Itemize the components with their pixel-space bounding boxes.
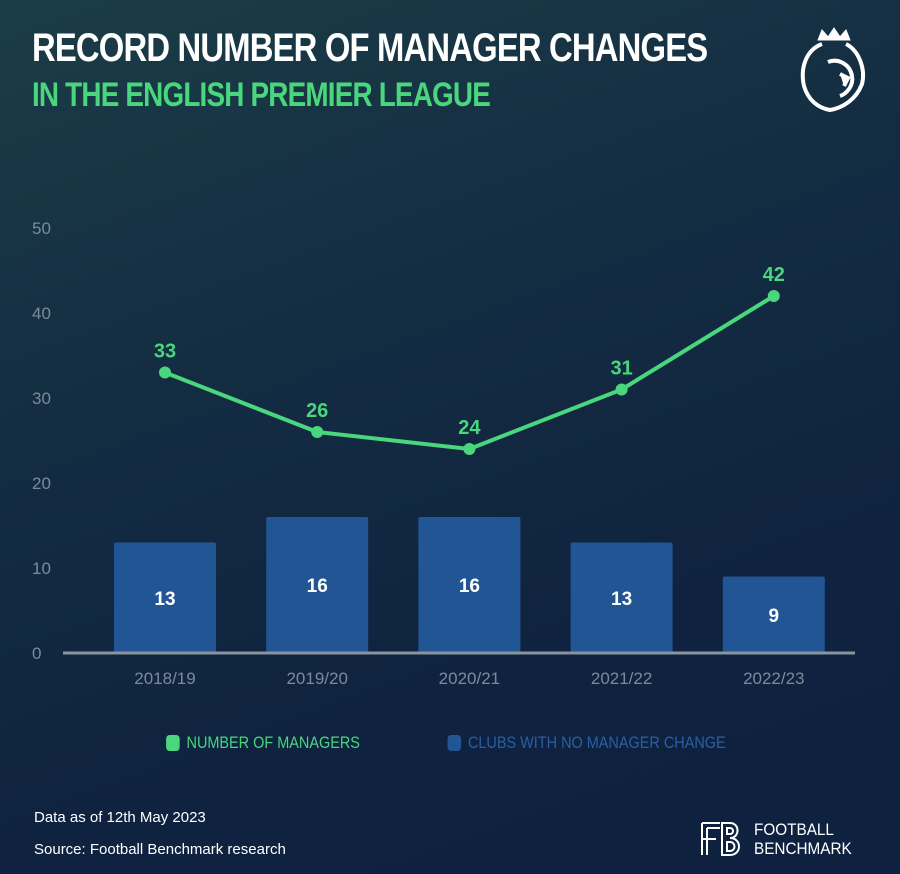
y-tick-label: 40 <box>32 304 51 323</box>
bar <box>114 542 216 653</box>
y-tick-label: 50 <box>32 219 51 238</box>
line-point <box>159 366 171 379</box>
legend-item-clubs: CLUBS WITH NO MANAGER CHANGE <box>447 733 727 753</box>
bar-value-label: 16 <box>307 576 328 597</box>
line-point <box>311 426 324 438</box>
x-tick-label: 2021/22 <box>591 669 652 688</box>
line-value-label: 42 <box>763 264 785 286</box>
line-value-label: 31 <box>610 358 632 380</box>
bar-value-label: 13 <box>154 589 175 610</box>
bar-value-label: 9 <box>769 606 780 627</box>
y-tick-label: 0 <box>32 644 41 663</box>
bar <box>418 517 521 653</box>
legend-label-clubs: CLUBS WITH NO MANAGER CHANGE <box>468 733 727 752</box>
bar <box>722 576 825 653</box>
legend: NUMBER OF MANAGERS CLUBS WITH NO MANAGER… <box>0 733 900 753</box>
data-date-note: Data as of 12th May 2023 <box>34 809 206 826</box>
y-tick-label: 10 <box>32 559 51 578</box>
football-benchmark-logo: FOOTBALL BENCHMARK <box>700 820 863 858</box>
line-point <box>463 443 476 455</box>
bar-value-label: 13 <box>611 589 632 610</box>
legend-swatch-clubs <box>447 735 462 751</box>
source-note: Source: Football Benchmark research <box>34 841 286 858</box>
line-point <box>767 290 780 302</box>
x-tick-label: 2020/21 <box>439 669 500 688</box>
fb-monogram-icon <box>701 822 740 856</box>
line-value-label: 33 <box>154 341 176 363</box>
line-value-label: 26 <box>306 400 328 422</box>
y-tick-label: 20 <box>32 474 51 493</box>
brand-line1: FOOTBALL <box>754 820 834 839</box>
bar <box>570 542 673 653</box>
legend-swatch-managers <box>166 735 181 751</box>
x-tick-label: 2018/19 <box>134 669 195 688</box>
x-tick-label: 2022/23 <box>743 669 804 688</box>
bar-value-label: 16 <box>459 576 480 597</box>
legend-item-managers: NUMBER OF MANAGERS <box>166 733 360 753</box>
bar <box>266 517 369 653</box>
line-point <box>615 383 628 396</box>
x-tick-label: 2019/20 <box>286 669 347 688</box>
brand-line2: BENCHMARK <box>754 839 852 858</box>
line-value-label: 24 <box>458 417 481 439</box>
y-tick-label: 30 <box>32 389 51 408</box>
chart-title: RECORD NUMBER OF MANAGER CHANGES <box>32 26 708 70</box>
legend-label-managers: NUMBER OF MANAGERS <box>186 733 361 752</box>
chart-subtitle: IN THE ENGLISH PREMIER LEAGUE <box>32 76 491 114</box>
